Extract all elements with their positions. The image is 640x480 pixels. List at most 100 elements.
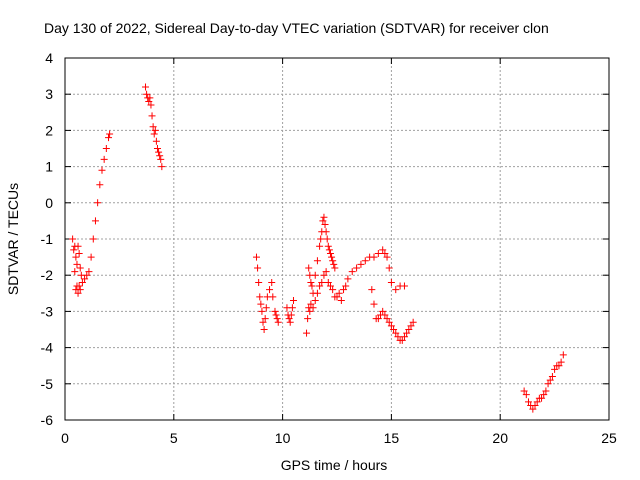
data-point [317, 235, 325, 243]
data-point [287, 311, 295, 319]
data-point [520, 387, 528, 395]
data-point [320, 213, 328, 221]
data-point [540, 391, 548, 399]
data-point [370, 300, 378, 308]
data-point [385, 264, 393, 272]
data-point [368, 286, 376, 294]
data-point [313, 257, 321, 265]
data-point [155, 148, 163, 156]
data-point [321, 221, 329, 229]
data-point [76, 264, 84, 272]
data-point [106, 130, 114, 138]
series-arc-3 [142, 83, 166, 171]
data-point [78, 278, 86, 286]
data-point [370, 253, 378, 261]
data-point [322, 268, 330, 276]
data-point [557, 358, 565, 366]
data-point [151, 126, 159, 134]
data-point [254, 264, 262, 272]
data-point [531, 402, 539, 410]
data-point [403, 329, 411, 337]
y-tick-label: 2 [45, 122, 53, 138]
y-tick-label: -1 [41, 231, 54, 247]
data-point [548, 373, 556, 381]
data-point [272, 311, 280, 319]
data-point [394, 333, 402, 341]
y-tick-label: 1 [45, 159, 53, 175]
data-point [316, 242, 324, 250]
data-point [91, 217, 99, 225]
data-point [71, 268, 79, 276]
data-point [326, 282, 334, 290]
data-point [400, 333, 408, 341]
data-point [149, 123, 157, 131]
y-tick-label: -3 [41, 303, 54, 319]
data-point [392, 329, 400, 337]
data-point [156, 152, 164, 160]
data-point [387, 322, 395, 330]
data-point [83, 271, 91, 279]
x-tick-label: 25 [601, 430, 617, 446]
data-point [342, 282, 350, 290]
data-point [353, 264, 361, 272]
data-point [340, 286, 348, 294]
series-arc-9 [520, 351, 567, 413]
data-point [286, 318, 294, 326]
data-point [85, 268, 93, 276]
data-point [309, 304, 317, 312]
x-tick-label: 15 [384, 430, 400, 446]
x-tick-label: 10 [275, 430, 291, 446]
data-point [322, 228, 330, 236]
data-point [320, 271, 328, 279]
data-point [522, 391, 530, 399]
data-point [72, 253, 80, 261]
data-point [357, 260, 365, 268]
data-point [96, 181, 104, 189]
data-point [311, 271, 319, 279]
data-point [102, 145, 110, 152]
y-tick-label: 4 [45, 50, 53, 66]
data-point [268, 278, 276, 286]
series-arc-1 [69, 130, 114, 297]
data-layer [69, 83, 567, 413]
y-tick-label: -4 [41, 340, 54, 356]
data-point [348, 268, 356, 276]
x-axis-label: GPS time / hours [281, 457, 388, 473]
data-point [261, 315, 269, 323]
data-point [266, 286, 274, 294]
data-point [256, 293, 264, 301]
data-point [379, 307, 387, 315]
data-point [152, 137, 160, 145]
data-point [262, 304, 270, 312]
data-point [142, 83, 150, 91]
data-point [533, 398, 541, 406]
data-point [326, 249, 334, 257]
y-axis-label: SDTVAR / TECUs [5, 183, 21, 295]
data-point [274, 318, 282, 326]
data-point [94, 199, 102, 207]
data-point [153, 145, 161, 152]
x-tick-label: 0 [61, 430, 69, 446]
data-point [546, 376, 554, 384]
data-point [323, 235, 331, 243]
data-point [307, 278, 315, 286]
data-point [105, 134, 113, 142]
data-point [285, 315, 293, 323]
data-point [379, 246, 387, 254]
data-point [385, 318, 393, 326]
data-point [344, 275, 352, 283]
data-point [559, 351, 567, 359]
data-point [73, 260, 81, 268]
data-point [555, 362, 563, 370]
data-point [387, 278, 395, 286]
data-point [311, 297, 319, 305]
data-point [330, 260, 338, 268]
series-arc-5 [271, 297, 297, 326]
data-point [69, 235, 77, 243]
data-point [324, 242, 332, 250]
data-point [524, 398, 532, 406]
data-point [383, 253, 391, 261]
series-arc-2 [71, 242, 84, 272]
x-tick-label: 5 [170, 430, 178, 446]
